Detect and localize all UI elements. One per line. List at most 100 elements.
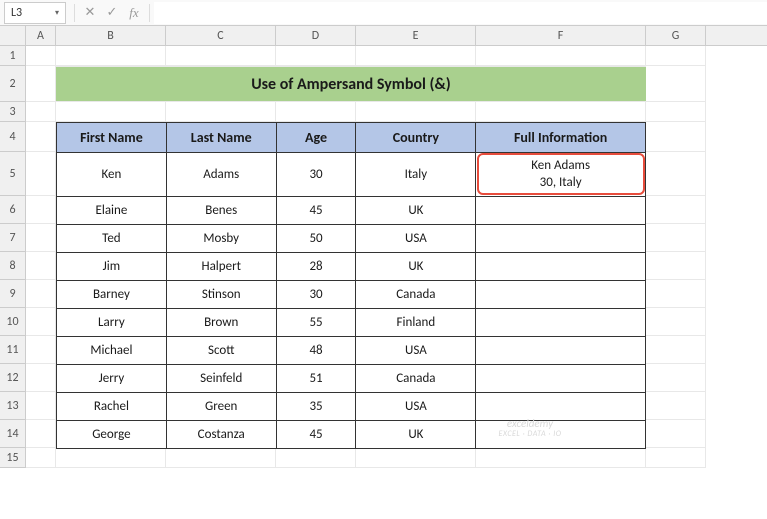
cell[interactable] [26,152,56,196]
cell-country[interactable]: Finland [356,309,476,337]
header-firstname[interactable]: First Name [57,123,167,153]
cell-age[interactable]: 30 [276,281,356,309]
row-header-2[interactable]: 2 [0,66,26,102]
cell-lastname[interactable]: Adams [166,153,276,197]
cell-firstname[interactable]: Ken [57,153,167,197]
cell-lastname[interactable]: Scott [166,337,276,365]
cell-age[interactable]: 45 [276,421,356,449]
cell[interactable] [276,448,356,468]
cell[interactable] [26,224,56,252]
cell[interactable] [646,336,706,364]
cell[interactable] [646,196,706,224]
cell-age[interactable]: 45 [276,197,356,225]
header-fullinfo[interactable]: Full Information [476,123,646,153]
row-header-15[interactable]: 15 [0,448,26,468]
col-header-E[interactable]: E [356,26,476,45]
cell[interactable] [56,102,166,122]
cell[interactable] [646,280,706,308]
row-header-3[interactable]: 3 [0,102,26,122]
cell-fullinfo[interactable] [476,225,646,253]
cell[interactable] [26,336,56,364]
cell[interactable] [26,66,56,102]
cell[interactable] [646,122,706,152]
cell[interactable] [476,46,646,66]
cell[interactable] [56,46,166,66]
cell[interactable] [646,66,706,102]
cell-age[interactable]: 51 [276,365,356,393]
row-header-6[interactable]: 6 [0,196,26,224]
cell-age[interactable]: 30 [276,153,356,197]
cell[interactable] [166,46,276,66]
cell-firstname[interactable]: Jerry [57,365,167,393]
cell[interactable] [646,252,706,280]
cell[interactable] [26,364,56,392]
cell[interactable] [356,46,476,66]
col-header-A[interactable]: A [26,26,56,45]
row-header-12[interactable]: 12 [0,364,26,392]
cell-firstname[interactable]: George [57,421,167,449]
cell-firstname[interactable]: Jim [57,253,167,281]
confirm-icon[interactable]: ✓ [101,2,123,24]
cell-country[interactable]: UK [356,253,476,281]
cell[interactable] [26,280,56,308]
cell[interactable] [646,392,706,420]
cell[interactable] [276,46,356,66]
header-lastname[interactable]: Last Name [166,123,276,153]
cell[interactable] [26,448,56,468]
cell[interactable] [646,448,706,468]
cell-lastname[interactable]: Brown [166,309,276,337]
cell-country[interactable]: Canada [356,281,476,309]
cell-lastname[interactable]: Mosby [166,225,276,253]
cell-firstname[interactable]: Michael [57,337,167,365]
cell-firstname[interactable]: Larry [57,309,167,337]
cell-firstname[interactable]: Elaine [57,197,167,225]
cell-fullinfo[interactable] [476,253,646,281]
fx-icon[interactable]: fx [123,2,145,24]
col-header-D[interactable]: D [276,26,356,45]
cell[interactable] [166,102,276,122]
cell-fullinfo[interactable] [476,393,646,421]
cell[interactable] [646,364,706,392]
cell-lastname[interactable]: Stinson [166,281,276,309]
cell-firstname[interactable]: Barney [57,281,167,309]
row-header-14[interactable]: 14 [0,420,26,448]
cell-lastname[interactable]: Costanza [166,421,276,449]
cell-country[interactable]: USA [356,337,476,365]
cell-country[interactable]: USA [356,393,476,421]
cell[interactable] [646,224,706,252]
cell[interactable] [646,102,706,122]
select-all-corner[interactable] [0,26,26,45]
row-header-13[interactable]: 13 [0,392,26,420]
cell[interactable] [356,102,476,122]
cell-country[interactable]: UK [356,421,476,449]
title-banner[interactable]: Use of Ampersand Symbol (&) [56,66,646,102]
cell[interactable] [646,46,706,66]
col-header-F[interactable]: F [476,26,646,45]
row-header-7[interactable]: 7 [0,224,26,252]
cell[interactable] [276,102,356,122]
cancel-icon[interactable]: ✕ [79,2,101,24]
col-header-C[interactable]: C [166,26,276,45]
row-header-11[interactable]: 11 [0,336,26,364]
col-header-B[interactable]: B [56,26,166,45]
cell[interactable] [476,102,646,122]
cell-country[interactable]: Italy [356,153,476,197]
cell-age[interactable]: 48 [276,337,356,365]
cell[interactable] [646,420,706,448]
row-header-4[interactable]: 4 [0,122,26,152]
col-header-G[interactable]: G [646,26,706,45]
cell[interactable] [476,448,646,468]
cell-age[interactable]: 28 [276,253,356,281]
cell-lastname[interactable]: Seinfeld [166,365,276,393]
row-header-1[interactable]: 1 [0,46,26,66]
cell[interactable] [166,448,276,468]
header-country[interactable]: Country [356,123,476,153]
cell-country[interactable]: Canada [356,365,476,393]
cell[interactable] [646,152,706,196]
cell-fullinfo[interactable] [476,197,646,225]
cell-age[interactable]: 50 [276,225,356,253]
cell-fullinfo[interactable] [476,365,646,393]
header-age[interactable]: Age [276,123,356,153]
cell-firstname[interactable]: Rachel [57,393,167,421]
cell-firstname[interactable]: Ted [57,225,167,253]
